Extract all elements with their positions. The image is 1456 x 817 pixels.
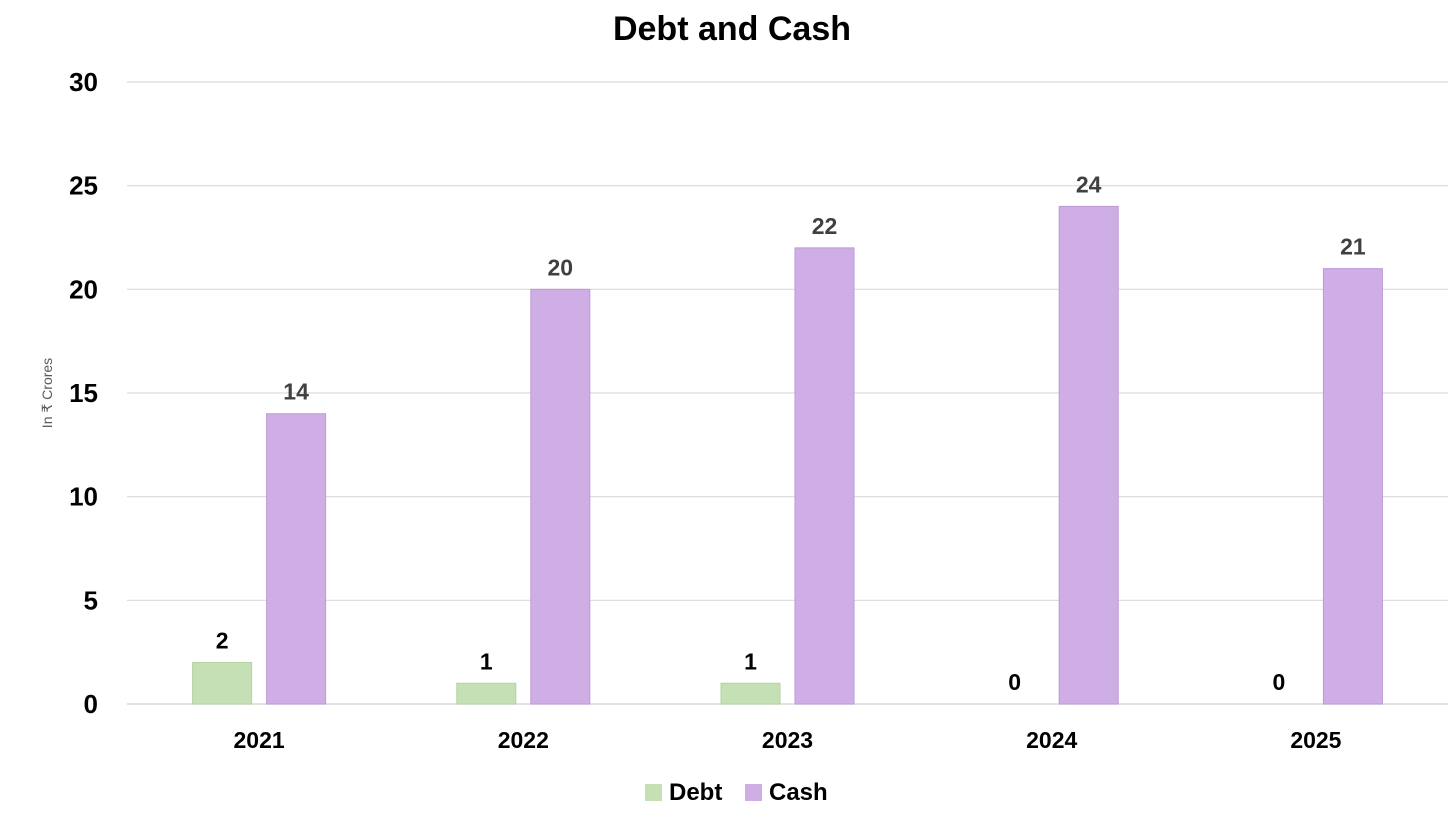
debt-bar: [720, 682, 781, 705]
data-labels: 2 14 1 20 1 22 0 24 0 21: [216, 171, 1366, 695]
debt-data-label: 1: [744, 648, 757, 674]
y-axis-ticks: 0 5 10 15 20 25 30: [69, 67, 98, 719]
debt-data-label: 0: [1273, 669, 1286, 695]
cash-data-label: 24: [1076, 171, 1102, 197]
legend-swatch-debt: [645, 784, 662, 801]
legend-label-cash: Cash: [769, 779, 828, 806]
gridlines: [127, 81, 1448, 705]
cash-bar: [530, 288, 591, 705]
cash-data-label: 14: [283, 379, 309, 405]
debt-data-label: 0: [1008, 669, 1021, 695]
x-tick-label: 2022: [498, 727, 549, 753]
x-tick-label: 2021: [234, 727, 285, 753]
debt-bar: [456, 682, 517, 705]
cash-data-label: 20: [548, 254, 574, 280]
y-tick-label: 0: [84, 689, 98, 719]
debt-bar: [192, 662, 253, 705]
y-tick-label: 15: [69, 378, 98, 408]
legend: Debt Cash: [645, 779, 828, 806]
legend-label-debt: Debt: [669, 779, 722, 806]
y-tick-label: 30: [69, 67, 98, 97]
legend-swatch-cash: [745, 784, 762, 801]
y-tick-label: 20: [69, 274, 98, 304]
cash-bar: [266, 413, 327, 705]
x-tick-label: 2025: [1290, 727, 1341, 753]
x-tick-label: 2023: [762, 727, 813, 753]
chart-title: Debt and Cash: [613, 10, 851, 48]
cash-data-label: 21: [1340, 234, 1366, 260]
y-tick-label: 5: [84, 585, 98, 615]
cash-data-label: 22: [812, 213, 838, 239]
debt-data-label: 2: [216, 628, 229, 654]
x-tick-label: 2024: [1026, 727, 1077, 753]
cash-bar: [794, 247, 855, 705]
y-tick-label: 25: [69, 171, 98, 201]
debt-data-label: 1: [480, 648, 493, 674]
y-axis-label: In ₹ Crores: [39, 358, 55, 428]
y-tick-label: 10: [69, 482, 98, 512]
bars: [192, 205, 1383, 705]
cash-bar: [1058, 205, 1119, 705]
x-axis-ticks: 2021 2022 2023 2024 2025: [234, 727, 1342, 753]
cash-bar: [1322, 268, 1383, 705]
